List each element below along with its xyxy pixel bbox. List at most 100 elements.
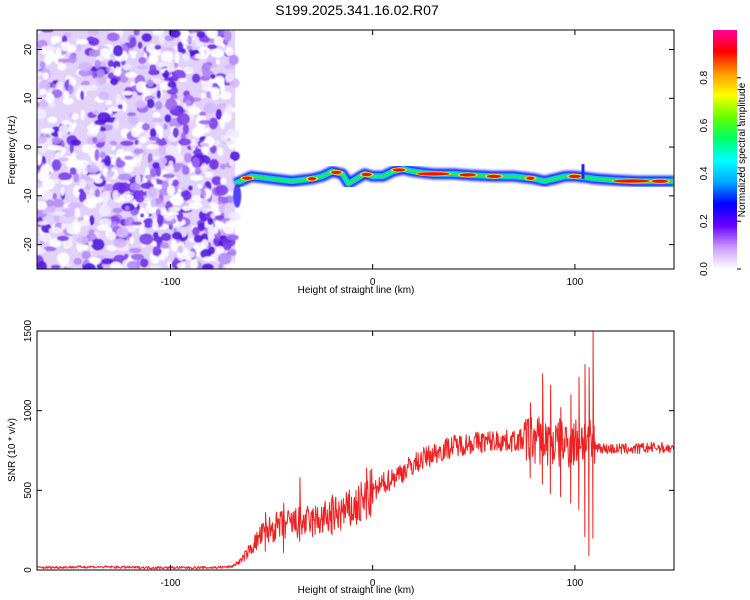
noise-blob: [218, 263, 223, 269]
noise-blob: [67, 202, 82, 209]
noise-blob: [94, 59, 101, 70]
noise-blob: [178, 138, 192, 146]
noise-blob: [58, 172, 73, 181]
noise-blob: [39, 88, 47, 96]
noise-blob: [45, 208, 55, 213]
top-y-tick-label: 10: [23, 92, 34, 104]
noise-blob: [201, 146, 210, 154]
noise-blob: [89, 215, 95, 226]
noise-blob: [115, 160, 126, 168]
noise-blob: [89, 189, 94, 194]
noise-blob: [129, 36, 137, 48]
noise-blob: [191, 176, 202, 181]
noise-blob: [60, 41, 71, 52]
ridge-core: [417, 172, 450, 176]
noise-blob: [107, 72, 115, 80]
noise-blob: [163, 123, 168, 130]
noise-blob: [155, 166, 162, 177]
noise-blob: [182, 123, 189, 135]
top-x-tick-label: 0: [370, 277, 376, 288]
noise-blob: [210, 74, 216, 80]
noise-blob: [220, 177, 227, 185]
noise-blob: [148, 186, 157, 198]
noise-blob: [42, 72, 49, 80]
noise-blob: [139, 233, 154, 245]
noise-blob: [201, 263, 214, 269]
noise-blob: [129, 182, 141, 191]
noise-blob: [53, 198, 64, 208]
noise-blob: [37, 101, 40, 107]
noise-blob: [38, 79, 51, 91]
noise-blob: [164, 114, 172, 123]
noise-blob: [182, 66, 193, 73]
noise-blob: [101, 263, 112, 269]
noise-blob: [124, 205, 130, 211]
noise-blob: [107, 107, 122, 112]
noise-blob: [37, 247, 47, 254]
noise-blob: [152, 112, 161, 119]
noise-blob: [88, 49, 101, 57]
noise-blob: [144, 174, 152, 180]
noise-blob: [160, 50, 174, 62]
noise-blob: [61, 207, 75, 218]
noise-blob: [152, 246, 162, 256]
ridge-core: [331, 170, 342, 175]
ridge-core: [242, 176, 253, 180]
noise-blob: [118, 173, 132, 181]
noise-blob: [139, 258, 149, 268]
noise-blob: [225, 104, 233, 115]
top-y-tick-label: -10: [23, 188, 34, 203]
noise-blob: [122, 101, 128, 112]
noise-blob: [94, 149, 100, 162]
colorbar-tick-label: 0.4: [699, 166, 710, 180]
noise-blob: [63, 91, 69, 100]
noise-blob: [40, 163, 50, 176]
noise-blob: [41, 190, 54, 200]
noise-blob: [140, 213, 145, 218]
noise-blob: [202, 80, 214, 90]
ridge-core: [459, 173, 476, 177]
noise-blobs: [37, 30, 242, 269]
noise-blob: [141, 33, 152, 42]
noise-blob: [50, 264, 61, 269]
noise-blob: [200, 189, 207, 198]
noise-blob: [210, 48, 224, 58]
noise-blob: [217, 147, 224, 156]
noise-blob: [56, 252, 70, 265]
noise-blob: [79, 178, 87, 189]
noise-blob: [189, 33, 197, 38]
noise-blob: [109, 77, 118, 86]
noise-blob: [188, 202, 203, 210]
noise-blob: [161, 47, 175, 52]
noise-blob: [198, 119, 212, 125]
noise-blob: [147, 54, 159, 65]
noise-blob: [176, 113, 190, 126]
noise-blob: [50, 36, 57, 46]
noise-blob: [113, 44, 124, 57]
noise-blob: [96, 131, 107, 143]
noise-blob: [228, 248, 237, 257]
noise-blob: [85, 165, 100, 174]
ridge-group: [231, 163, 674, 208]
noise-blob: [111, 145, 117, 151]
noise-blob: [94, 119, 107, 126]
noise-blob: [161, 232, 172, 242]
noise-blob: [134, 190, 146, 198]
noise-blob: [39, 61, 46, 69]
noise-blob: [165, 211, 179, 216]
noise-blob: [79, 219, 91, 227]
noise-blob: [194, 53, 209, 60]
bottom-x-axis-label: Height of straight line (km): [298, 585, 415, 596]
noise-blob: [183, 152, 193, 163]
noise-blob: [214, 215, 225, 221]
noise-blob: [115, 148, 125, 159]
noise-blob: [225, 46, 234, 57]
noise-blob: [149, 167, 158, 178]
noise-blob: [106, 67, 111, 72]
noise-blob: [70, 139, 81, 146]
noise-blob: [182, 165, 190, 175]
noise-blob: [80, 109, 85, 121]
noise-blob: [151, 117, 164, 123]
